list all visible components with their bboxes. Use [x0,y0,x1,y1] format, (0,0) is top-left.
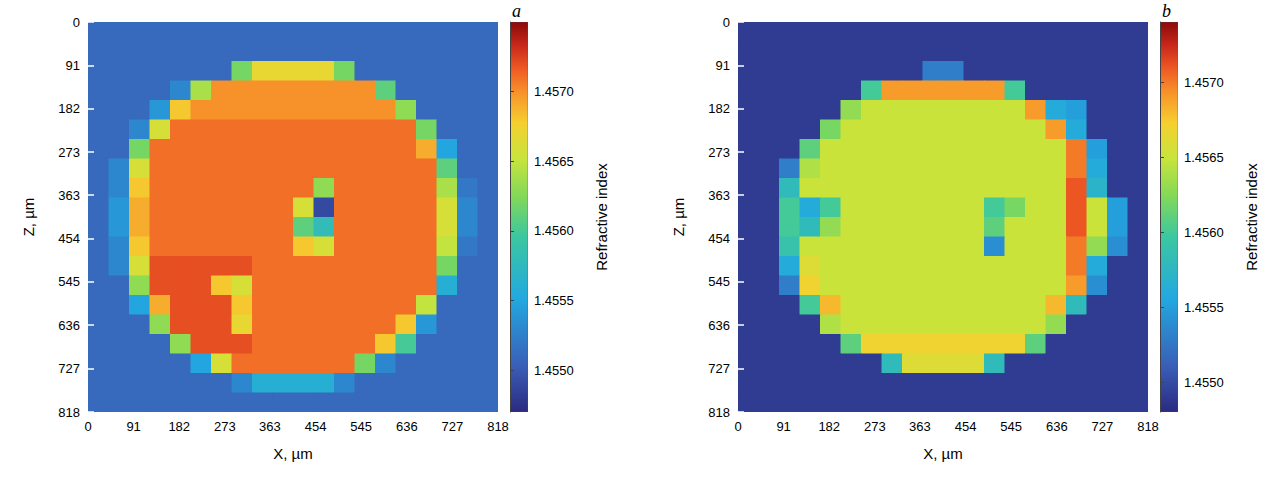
svg-text:1.4555: 1.4555 [1184,300,1224,315]
svg-text:454: 454 [305,419,327,434]
svg-text:Z, µm: Z, µm [670,198,687,237]
svg-text:273: 273 [708,145,730,160]
svg-text:273: 273 [864,419,886,434]
svg-text:636: 636 [396,419,418,434]
svg-text:0: 0 [734,419,741,434]
svg-text:818: 818 [708,405,730,420]
svg-text:182: 182 [818,419,840,434]
svg-text:363: 363 [259,419,281,434]
svg-text:X, µm: X, µm [923,445,962,462]
svg-text:636: 636 [708,318,730,333]
svg-text:a: a [512,1,521,21]
svg-text:X, µm: X, µm [273,445,312,462]
svg-text:545: 545 [350,419,372,434]
svg-text:91: 91 [776,419,790,434]
svg-text:Refractive index: Refractive index [593,163,610,271]
svg-text:727: 727 [1092,419,1114,434]
svg-text:818: 818 [58,405,80,420]
svg-text:636: 636 [58,318,80,333]
svg-text:454: 454 [708,231,730,246]
svg-text:363: 363 [909,419,931,434]
svg-text:545: 545 [58,274,80,289]
svg-text:91: 91 [66,58,80,73]
svg-text:1.4550: 1.4550 [534,363,574,378]
svg-text:727: 727 [58,361,80,376]
svg-text:1.4560: 1.4560 [1184,225,1224,240]
svg-text:182: 182 [58,101,80,116]
svg-text:636: 636 [1046,419,1068,434]
svg-text:1.4550: 1.4550 [1184,375,1224,390]
svg-text:1.4555: 1.4555 [534,293,574,308]
svg-text:1.4570: 1.4570 [534,84,574,99]
svg-text:454: 454 [955,419,977,434]
svg-text:545: 545 [708,274,730,289]
svg-text:1.4565: 1.4565 [534,154,574,169]
svg-text:363: 363 [708,188,730,203]
svg-text:91: 91 [126,419,140,434]
svg-text:0: 0 [84,419,91,434]
svg-text:Z, µm: Z, µm [20,198,37,237]
svg-text:1.4570: 1.4570 [1184,75,1224,90]
svg-text:0: 0 [73,15,80,30]
svg-text:Refractive index: Refractive index [1243,163,1260,271]
svg-text:182: 182 [168,419,190,434]
svg-text:818: 818 [487,419,509,434]
svg-text:273: 273 [58,145,80,160]
svg-text:1.4565: 1.4565 [1184,150,1224,165]
svg-text:273: 273 [214,419,236,434]
svg-text:818: 818 [1137,419,1159,434]
svg-text:727: 727 [442,419,464,434]
svg-text:0: 0 [723,15,730,30]
svg-text:1.4560: 1.4560 [534,223,574,238]
svg-text:727: 727 [708,361,730,376]
svg-text:545: 545 [1000,419,1022,434]
svg-text:363: 363 [58,188,80,203]
svg-text:91: 91 [716,58,730,73]
svg-text:182: 182 [708,101,730,116]
svg-text:454: 454 [58,231,80,246]
svg-text:b: b [1162,1,1171,21]
